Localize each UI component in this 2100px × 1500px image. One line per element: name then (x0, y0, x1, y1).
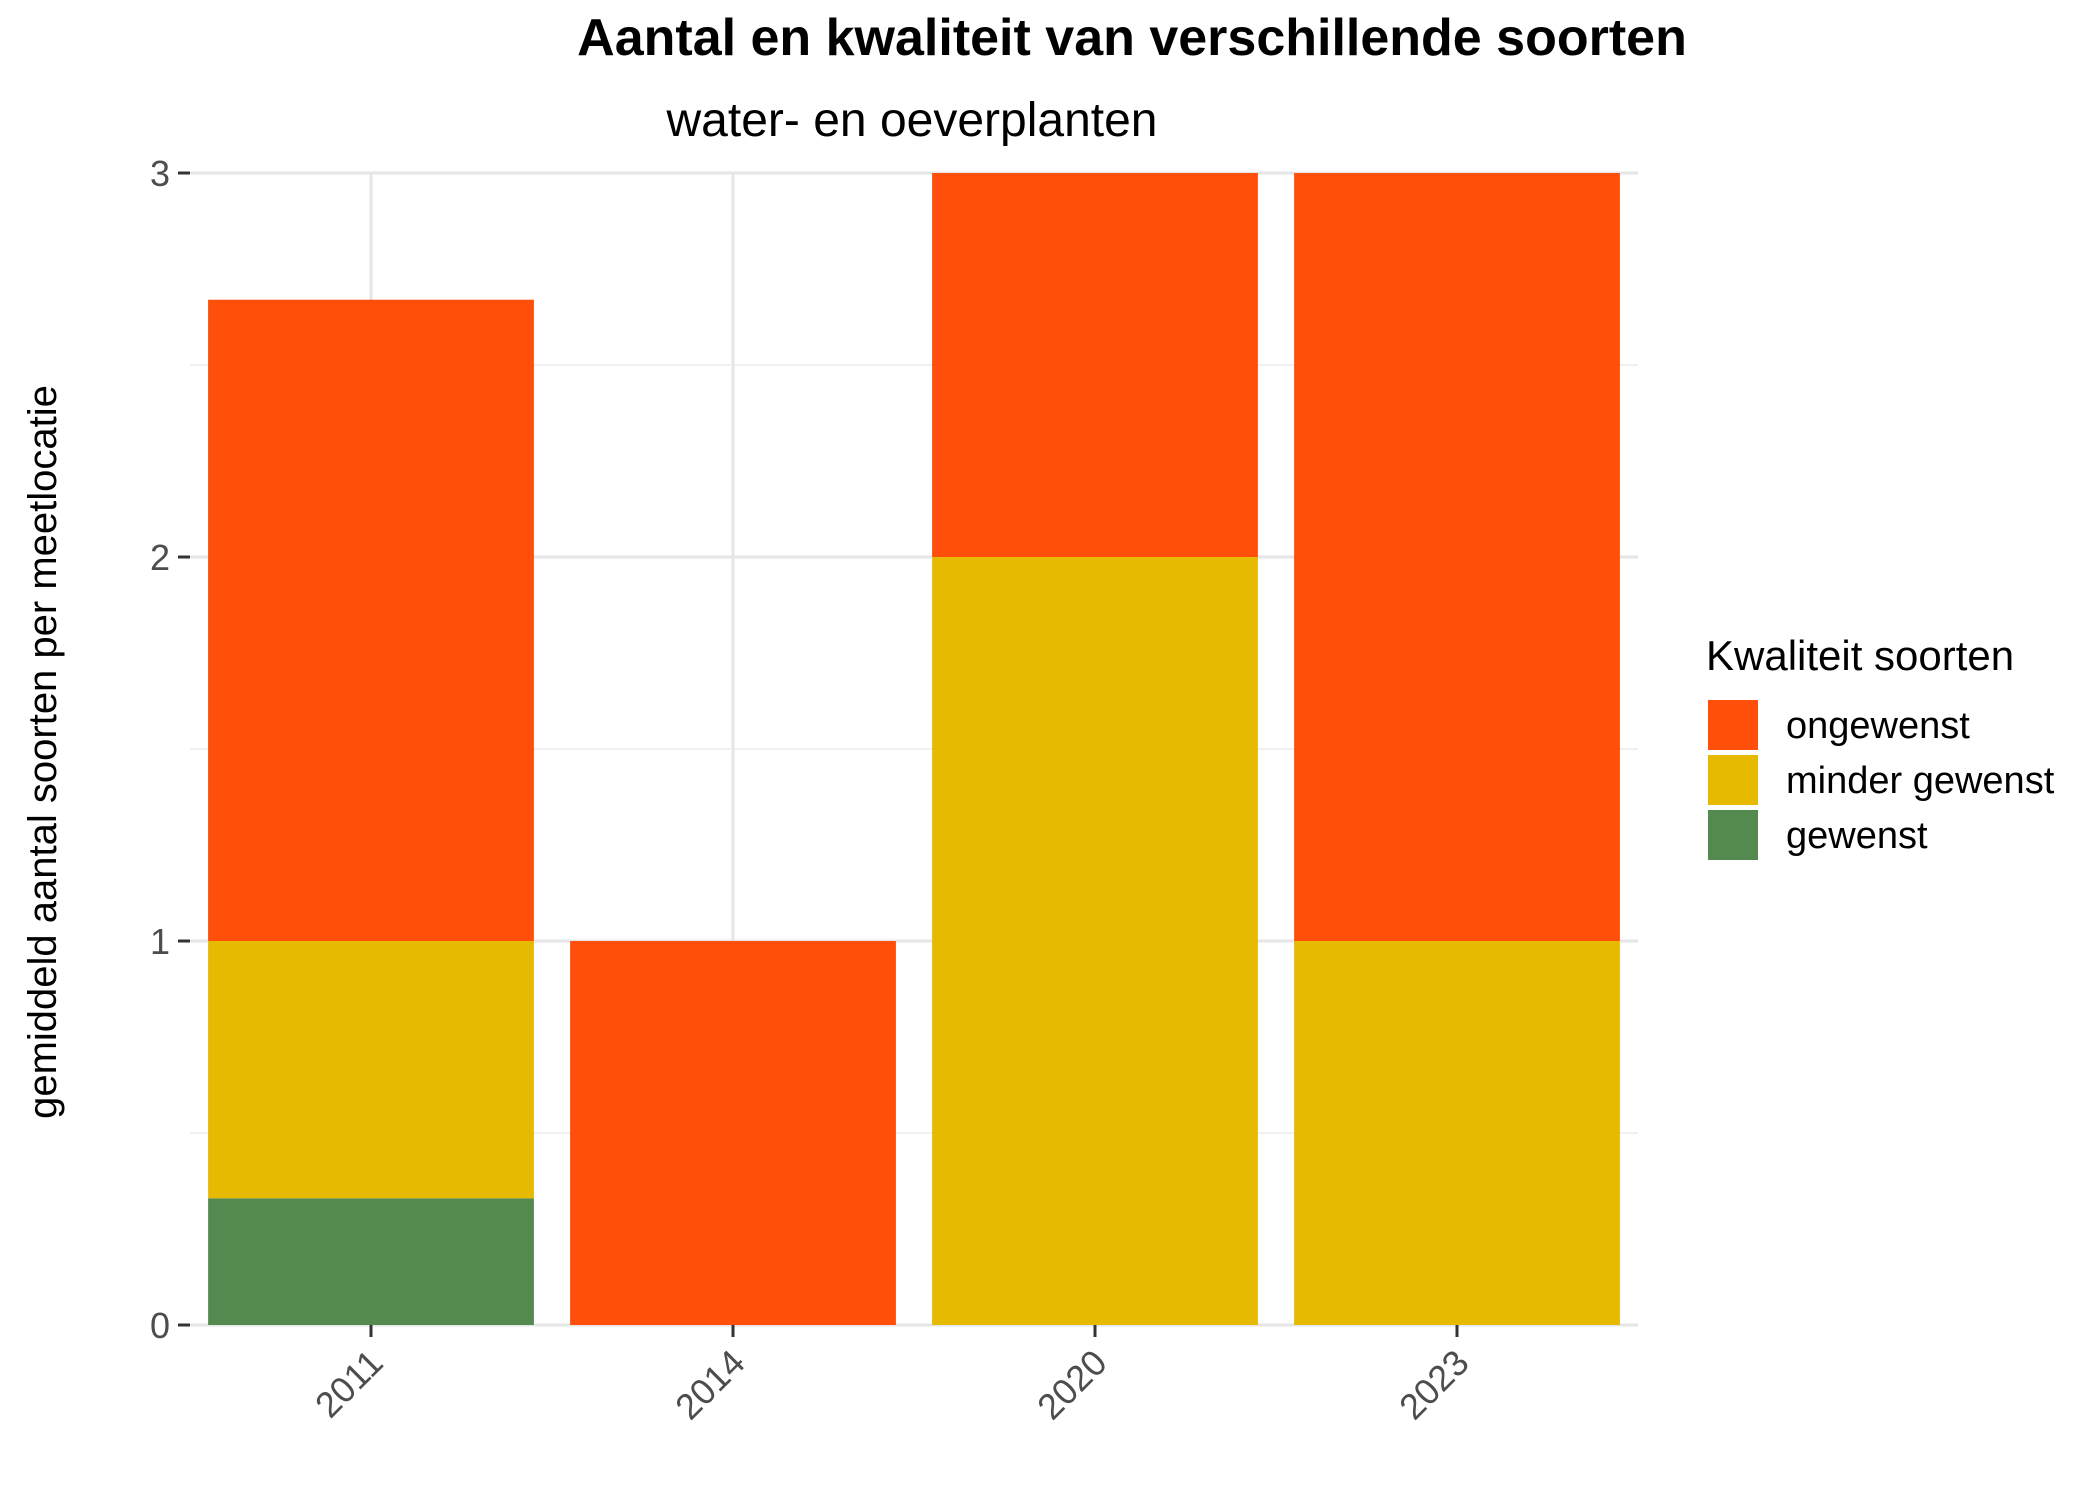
y-axis-title: gemiddeld aantal soorten per meetlocatie (21, 385, 65, 1119)
legend-label: minder gewenst (1786, 760, 2055, 802)
bar-segment (570, 941, 896, 1325)
y-tick-label: 3 (150, 153, 170, 194)
bar-segment (1294, 941, 1620, 1325)
y-tick-label: 0 (150, 1305, 170, 1346)
legend-label: ongewenst (1786, 705, 1970, 747)
bar-segment (1294, 173, 1620, 941)
legend-title: Kwaliteit soorten (1706, 632, 2014, 679)
bar-segment (208, 1198, 534, 1325)
legend-label: gewenst (1786, 815, 1928, 857)
x-tick-label: 2020 (1029, 1342, 1115, 1428)
chart-title: Aantal en kwaliteit van verschillende so… (577, 9, 1687, 67)
x-tick-label: 2011 (307, 1342, 391, 1426)
bar-segment (208, 299, 534, 942)
bars (208, 173, 1620, 1325)
y-tick-label: 1 (150, 921, 170, 962)
legend: Kwaliteit soorten ongewenst minder gewens… (1706, 632, 2055, 860)
bar-segment (932, 557, 1258, 1325)
y-tick-label: 2 (150, 537, 170, 578)
x-tick-label: 2014 (667, 1342, 753, 1428)
bar-segment (208, 941, 534, 1199)
legend-swatch (1708, 810, 1758, 860)
legend-swatch (1708, 755, 1758, 805)
bar-segment (932, 173, 1258, 557)
chart-subtitle: water- en oeverplanten (666, 94, 1158, 147)
legend-swatch (1708, 700, 1758, 750)
x-tick-label: 2023 (1391, 1342, 1477, 1428)
